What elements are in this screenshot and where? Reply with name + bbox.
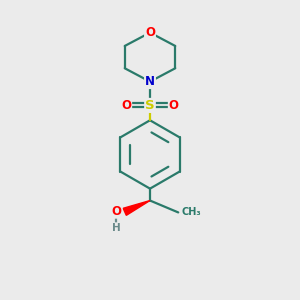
Text: CH₃: CH₃ bbox=[181, 207, 201, 218]
Text: O: O bbox=[169, 99, 179, 112]
Text: O: O bbox=[121, 99, 131, 112]
Polygon shape bbox=[123, 200, 150, 215]
Text: O: O bbox=[145, 26, 155, 39]
Text: H: H bbox=[112, 223, 121, 233]
Text: S: S bbox=[145, 99, 155, 112]
Text: N: N bbox=[145, 75, 155, 88]
Text: O: O bbox=[111, 205, 122, 218]
